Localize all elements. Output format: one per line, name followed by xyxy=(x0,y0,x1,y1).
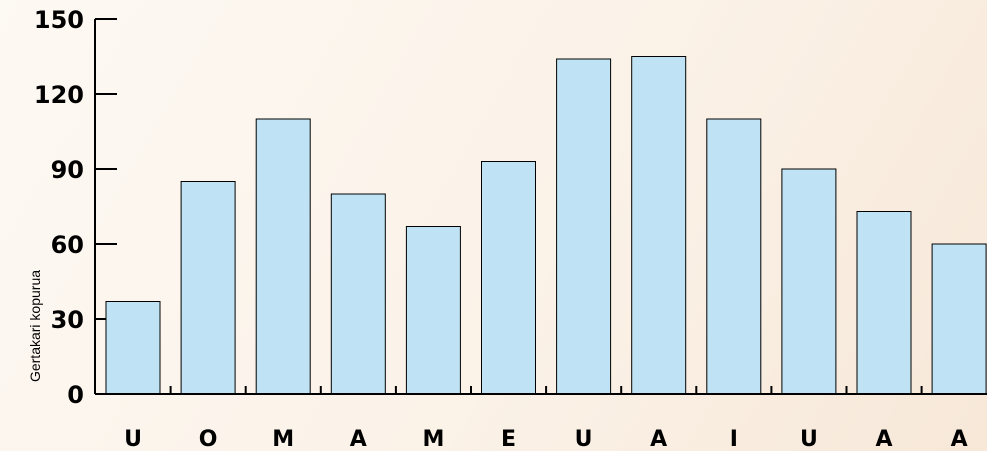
bar xyxy=(631,56,687,395)
y-tick-label: 30 xyxy=(51,306,84,334)
y-tick-label: 90 xyxy=(51,156,84,184)
bar xyxy=(481,161,536,395)
bar xyxy=(556,58,612,395)
x-tick-label: I xyxy=(730,427,738,451)
y-tick-label: 120 xyxy=(34,81,84,109)
y-axis: 0 30 60 90 120 150 xyxy=(34,6,117,409)
bars xyxy=(105,56,987,395)
y-tick-label: 150 xyxy=(34,6,84,34)
bar xyxy=(706,118,762,395)
x-tick-label: U xyxy=(124,427,142,451)
y-tick-label: 60 xyxy=(51,231,84,259)
bar xyxy=(931,243,987,395)
bar xyxy=(180,181,236,395)
x-tick-label: A xyxy=(350,427,367,451)
y-axis-title: Gertakari kopurua xyxy=(27,270,43,382)
x-tick-label: U xyxy=(575,427,593,451)
x-tick-label: A xyxy=(951,427,968,451)
bar xyxy=(255,118,311,395)
x-tick-label: U xyxy=(800,427,818,451)
bar xyxy=(330,193,386,395)
x-tick-label: A xyxy=(875,427,892,451)
x-tick-label: M xyxy=(272,427,294,451)
bar xyxy=(856,211,912,395)
x-tick-label: O xyxy=(199,427,218,451)
bar xyxy=(105,301,161,395)
bar xyxy=(781,168,837,395)
x-tick-label: E xyxy=(501,427,516,451)
bar xyxy=(405,226,461,395)
y-tick-label: 0 xyxy=(67,381,84,409)
x-tick-label: A xyxy=(650,427,667,451)
x-tick-label: M xyxy=(422,427,444,451)
